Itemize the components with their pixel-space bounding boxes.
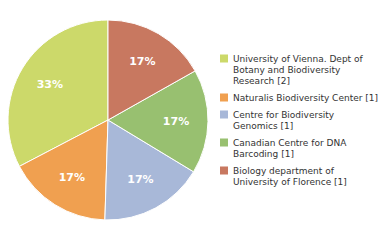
legend-label: Centre for BiodiversityGenomics [1] [233, 110, 335, 131]
legend-label: Naturalis Biodiversity Center [1] [233, 93, 378, 103]
legend-label: Canadian Centre for DNABarcoding [1] [233, 138, 347, 159]
legend-swatch [220, 139, 228, 147]
data-label: 17% [59, 171, 85, 184]
legend-label: Biology department ofUniversity of Flore… [233, 166, 347, 187]
data-label: 17% [163, 115, 189, 128]
legend-swatch [220, 94, 228, 102]
pie-slice [108, 20, 195, 120]
data-label: 17% [127, 173, 153, 186]
pie [8, 20, 208, 220]
legend-item: Biology department ofUniversity of Flore… [220, 166, 347, 187]
data-labels: 33% 17% 17% 17% 17% [37, 55, 190, 186]
legend-item: University of Vienna. Dept ofBotany and … [220, 54, 364, 86]
legend-swatch [220, 55, 228, 63]
pie-slice [19, 120, 108, 220]
legend-label: University of Vienna. Dept ofBotany and … [233, 54, 364, 86]
data-label: 33% [37, 78, 63, 91]
chart: 33% 17% 17% 17% 17% University of Vienna. Dep… [0, 0, 380, 240]
legend-item: Centre for BiodiversityGenomics [1] [220, 110, 335, 131]
data-label: 17% [129, 55, 155, 68]
legend-swatch [220, 111, 228, 119]
legend-item: Canadian Centre for DNABarcoding [1] [220, 138, 347, 159]
legend-item: Naturalis Biodiversity Center [1] [220, 93, 378, 103]
legend: University of Vienna. Dept ofBotany and … [220, 54, 378, 187]
legend-swatch [220, 167, 228, 175]
